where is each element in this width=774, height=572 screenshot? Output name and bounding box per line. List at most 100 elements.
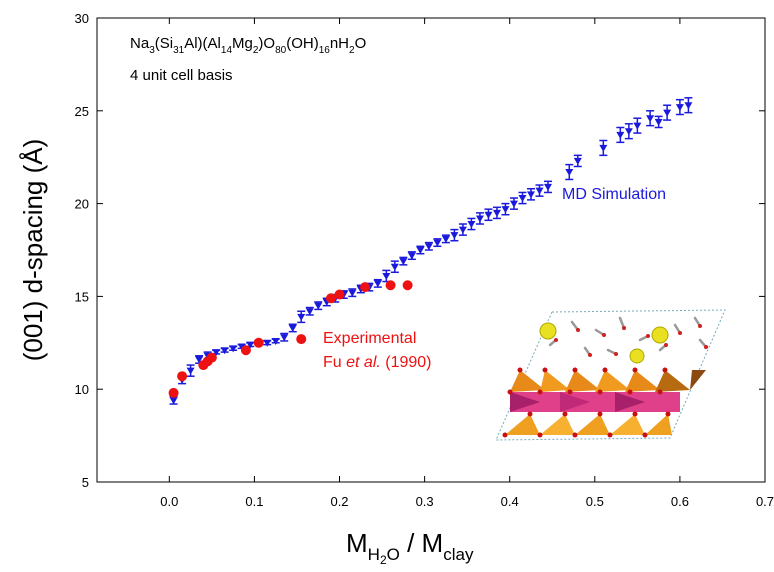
md-point	[501, 206, 510, 214]
x-tick-label: 0.7	[756, 494, 774, 509]
x-tick-label: 0.5	[586, 494, 604, 509]
md-point	[280, 334, 289, 342]
x-tick-label: 0.4	[501, 494, 519, 509]
y-tick-label: 5	[82, 475, 89, 490]
md-point	[654, 118, 663, 126]
md-point	[416, 247, 425, 254]
x-tick-label: 0.3	[416, 494, 434, 509]
formula: Na3(Si31Al)(Al14Mg2)O80(OH)16nH2O	[130, 35, 366, 56]
md-point	[573, 157, 582, 165]
md-point	[663, 109, 672, 117]
experimental-point	[206, 352, 217, 363]
md-point	[237, 343, 246, 351]
md-point	[450, 232, 459, 240]
md-point	[373, 280, 382, 288]
x-tick-label: 0.6	[671, 494, 689, 509]
md-point	[433, 239, 442, 247]
reference-part: Fu	[323, 354, 346, 371]
formula-part: nH	[330, 35, 349, 52]
experimental-point	[402, 280, 413, 291]
formula-part: (Si	[155, 35, 173, 52]
y-tick-label: 15	[75, 289, 89, 304]
experimental-point	[326, 293, 337, 304]
series-label: MD Simulation	[562, 186, 666, 203]
md-point	[263, 339, 272, 347]
y-tick-label: 10	[75, 382, 89, 397]
x-tick-label: 0.0	[160, 494, 178, 509]
formula-part: Na	[130, 35, 150, 52]
experimental-point	[168, 387, 179, 398]
x-label-part: clay	[443, 545, 474, 564]
x-label-part: / M	[400, 528, 443, 558]
md-point	[305, 308, 314, 316]
md-point	[441, 235, 450, 243]
md-point	[624, 128, 633, 136]
experimental-point	[253, 337, 264, 348]
formula-subscript: 2	[253, 45, 259, 56]
md-point	[646, 115, 655, 123]
formula-part: )O	[258, 35, 275, 52]
md-point	[399, 258, 408, 266]
md-point	[288, 324, 297, 332]
md-point	[475, 215, 484, 223]
y-tick-label: 30	[75, 11, 89, 26]
md-point	[565, 169, 574, 177]
x-tick-label: 0.1	[245, 494, 263, 509]
structure-inset	[495, 309, 726, 441]
reference-part: (1990)	[381, 354, 432, 371]
md-point	[526, 191, 535, 199]
md-point	[675, 104, 684, 112]
x-label-part: M	[346, 528, 368, 558]
md-point	[229, 345, 238, 353]
md-point	[458, 226, 467, 234]
md-point	[169, 397, 178, 405]
formula-subscript: 80	[275, 45, 287, 56]
formula-subscript: 16	[319, 45, 331, 56]
x-label-part: 2	[380, 553, 387, 567]
y-tick-label: 20	[75, 197, 89, 212]
formula-part: (OH)	[286, 35, 319, 52]
formula-subscript: 14	[221, 45, 233, 56]
md-point	[467, 221, 476, 229]
md-point	[297, 313, 306, 321]
md-point	[616, 131, 625, 139]
subtitle: 4 unit cell basis	[130, 67, 233, 84]
formula-part: Al)(Al	[184, 35, 221, 52]
md-point	[348, 289, 357, 297]
md-point	[382, 272, 391, 280]
experimental-point	[334, 289, 345, 300]
md-point	[212, 349, 221, 357]
md-point	[535, 187, 544, 195]
x-axis-label: MH2O / Mclay	[346, 528, 474, 567]
reference-label: Fu et al. (1990)	[323, 354, 432, 371]
x-tick-label: 0.2	[330, 494, 348, 509]
md-point	[424, 243, 433, 251]
y-tick-label: 25	[75, 104, 89, 119]
md-point	[484, 211, 493, 219]
md-point	[407, 252, 416, 260]
formula-part: O	[355, 35, 367, 52]
md-point	[633, 122, 642, 130]
md-point	[390, 263, 399, 271]
x-label-part: O	[387, 545, 400, 564]
formula-part: Mg	[232, 35, 253, 52]
md-point	[492, 209, 501, 217]
reference-part: et al.	[346, 354, 381, 371]
experimental-point	[296, 334, 307, 345]
md-point	[518, 195, 527, 203]
md-point	[684, 102, 693, 110]
md-point	[599, 144, 608, 152]
md-point	[220, 347, 229, 355]
md-point	[271, 337, 280, 345]
md-point	[544, 183, 553, 191]
y-axis-label: (001) d-spacing (Å)	[18, 139, 48, 362]
plot-frame	[96, 17, 766, 483]
md-point	[246, 341, 255, 349]
md-point	[314, 302, 323, 310]
md-point	[195, 356, 204, 364]
series-label: Experimental	[323, 330, 416, 347]
experimental-point	[385, 280, 396, 291]
experimental-point	[360, 282, 371, 293]
formula-subscript: 31	[173, 45, 185, 56]
